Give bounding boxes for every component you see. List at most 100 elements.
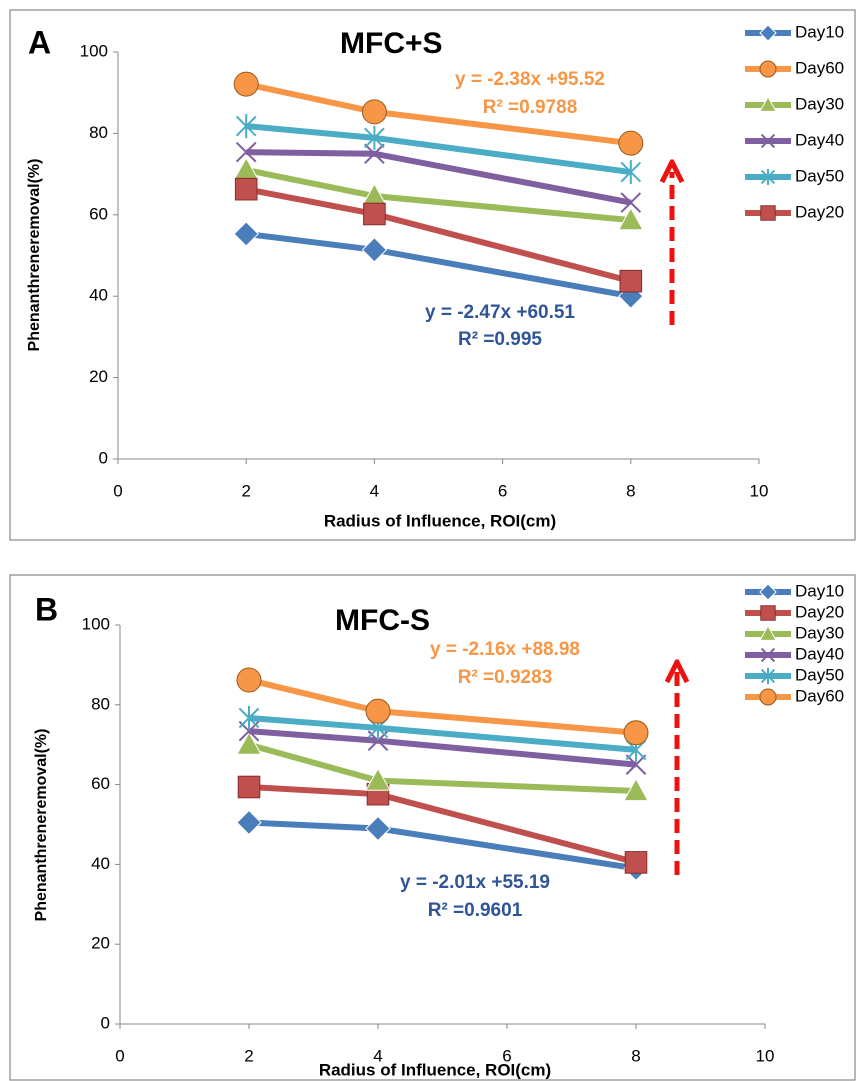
x-tick-label: 4: [373, 1046, 382, 1065]
annotation: R² =0.9788: [483, 97, 578, 118]
data-point: [623, 777, 649, 802]
marker-shape: [620, 192, 642, 213]
marker-shape: [365, 698, 391, 724]
marker-shape: [623, 720, 649, 746]
x-axis-label: Radius of Influence, ROI(cm): [319, 1060, 551, 1079]
marker-shape: [236, 731, 262, 755]
legend-entry: Day40: [745, 644, 844, 663]
legend-label: Day60: [795, 58, 844, 77]
marker-shape: [233, 71, 259, 97]
data-point: [235, 141, 257, 163]
marker-shape: [234, 177, 258, 201]
y-tick-label: 60: [89, 204, 108, 223]
annotation: R² =0.995: [458, 329, 542, 350]
data-point: [625, 754, 647, 775]
data-point: [236, 667, 262, 693]
x-tick-label: 8: [626, 481, 635, 500]
data-point: [365, 698, 391, 724]
y-tick-label: 0: [101, 1013, 110, 1032]
legend-label: Day10: [795, 22, 844, 41]
marker-shape: [237, 775, 261, 799]
x-tick-label: 2: [241, 481, 250, 500]
data-point: [361, 237, 388, 263]
annotation: y = -2.38x +95.52: [455, 69, 605, 90]
marker-shape: [236, 667, 262, 693]
marker-shape: [760, 133, 776, 149]
panel-letter: A: [28, 24, 51, 60]
marker-shape: [365, 815, 391, 842]
legend-entry: Day40: [745, 130, 844, 149]
data-point: [363, 202, 386, 226]
legend-entry: Day10: [745, 22, 844, 42]
x-tick-label: 0: [113, 481, 122, 500]
legend-label: Day10: [795, 581, 844, 600]
data-point: [623, 720, 649, 746]
data-point: [617, 207, 644, 231]
marker-shape: [624, 851, 648, 874]
marker-shape: [759, 624, 777, 641]
legend-label: Day60: [795, 686, 844, 705]
marker-shape: [233, 221, 259, 247]
legend-entry: Day30: [745, 623, 844, 642]
x-tick-label: 6: [502, 1046, 511, 1065]
data-point: [620, 160, 642, 185]
y-tick-label: 40: [91, 854, 110, 873]
y-tick-label: 100: [80, 41, 108, 60]
data-point: [365, 767, 391, 791]
y-axis-label: Phenanthreneremoval(%): [33, 729, 50, 922]
y-tick-label: 20: [91, 934, 110, 953]
marker-shape: [365, 767, 391, 791]
data-point: [237, 775, 261, 799]
marker-shape: [618, 130, 644, 156]
data-point: [236, 731, 262, 755]
marker-shape: [623, 777, 649, 802]
legend-entry: Day20: [745, 602, 844, 621]
y-axis-label: Phenanthreneremoval(%): [26, 159, 43, 352]
annotation: R² =0.9283: [458, 667, 553, 688]
y-tick-label: 20: [89, 367, 108, 386]
marker-shape: [759, 60, 777, 78]
legend-label: Day50: [795, 166, 844, 185]
marker-shape: [619, 269, 643, 293]
legend-label: Day30: [795, 623, 844, 642]
data-point: [618, 130, 644, 156]
marker-shape: [236, 809, 262, 836]
x-tick-label: 10: [756, 1046, 775, 1065]
legend-entry: Day30: [745, 94, 844, 113]
data-point: [361, 99, 387, 125]
annotation: y = -2.16x +88.98: [430, 639, 580, 660]
data-point: [235, 114, 257, 139]
x-tick-label: 0: [115, 1046, 124, 1065]
legend-label: Day30: [795, 94, 844, 113]
legend-entry: Day10: [745, 581, 844, 601]
legend-label: Day40: [795, 644, 844, 663]
y-tick-label: 80: [91, 694, 110, 713]
y-tick-label: 80: [89, 123, 108, 142]
marker-shape: [760, 605, 776, 621]
marker-shape: [617, 207, 644, 231]
marker-shape: [625, 754, 647, 775]
chart-title: MFC+S: [340, 27, 443, 60]
legend-entry: Day50: [745, 665, 844, 684]
data-point: [365, 815, 391, 842]
panel-frame: [9, 574, 856, 1081]
y-tick-label: 40: [89, 286, 108, 305]
legend-label: Day50: [795, 665, 844, 684]
data-point: [233, 221, 259, 247]
legend-entry: Day20: [745, 202, 844, 221]
marker-shape: [235, 141, 257, 163]
marker-shape: [760, 647, 776, 663]
y-tick-label: 100: [82, 614, 110, 633]
legend-label: Day20: [795, 602, 844, 621]
panel-letter: B: [35, 591, 58, 627]
panel-frame: [9, 9, 856, 541]
legend-entry: Day60: [745, 686, 844, 706]
legend-label: Day40: [795, 130, 844, 149]
marker-shape: [759, 24, 777, 42]
legend-entry: Day60: [745, 58, 844, 78]
chart-title: MFC-S: [335, 604, 430, 637]
data-point: [619, 269, 643, 293]
marker-shape: [759, 688, 777, 706]
data-point: [620, 192, 642, 213]
